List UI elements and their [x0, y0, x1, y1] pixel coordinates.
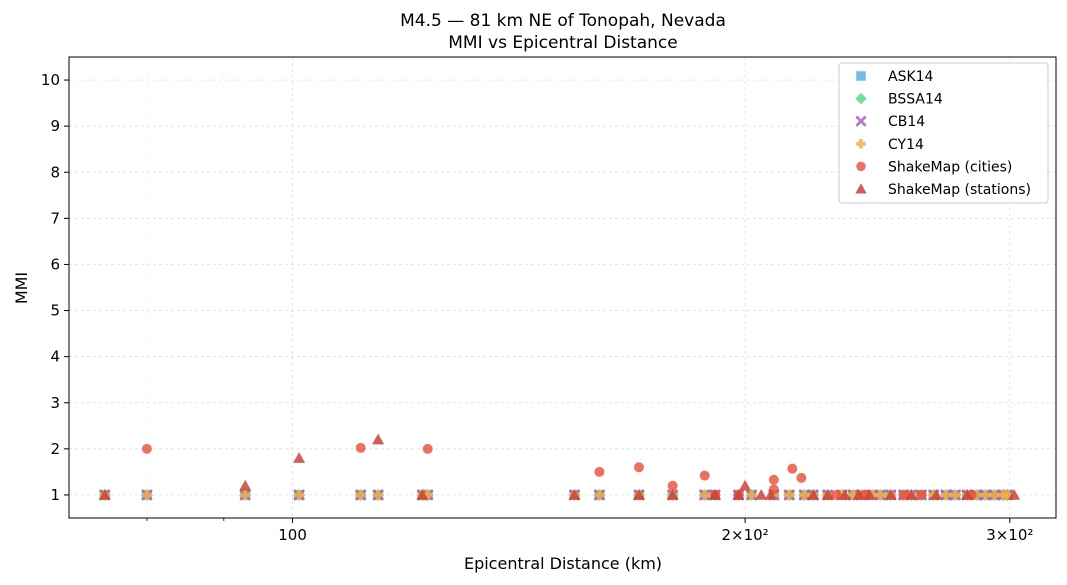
- data-point: [141, 443, 152, 454]
- legend-label: ShakeMap (cities): [888, 159, 1012, 175]
- legend-marker: [855, 183, 867, 194]
- data-point: [784, 489, 795, 500]
- data-point: [989, 489, 1000, 500]
- legend-marker: [856, 139, 866, 149]
- y-tick-label: 4: [50, 348, 60, 366]
- chart-title: M4.5 — 81 km NE of Tonopah, Nevada: [400, 11, 726, 31]
- data-point: [699, 470, 710, 481]
- data-point: [568, 488, 581, 500]
- data-point: [852, 488, 865, 500]
- data-point: [746, 489, 757, 500]
- y-tick-label: 1: [50, 486, 60, 504]
- y-axis-ticks: 1 2 3 4 5 6 7 8 9 10: [41, 71, 69, 504]
- data-point: [355, 489, 366, 500]
- x-tick-label: 2×10²: [721, 526, 768, 544]
- data-point: [422, 443, 433, 454]
- data-point: [796, 472, 807, 483]
- data-point: [667, 480, 678, 491]
- data-point: [863, 488, 876, 500]
- y-tick-label: 10: [41, 71, 60, 89]
- data-point: [373, 489, 384, 500]
- data-point: [732, 488, 745, 500]
- data-point: [898, 489, 909, 500]
- data-point: [884, 488, 897, 500]
- data-point: [239, 479, 252, 491]
- data-point: [293, 452, 306, 463]
- data-point: [240, 489, 251, 500]
- data-point: [831, 489, 842, 500]
- data-point: [294, 489, 305, 500]
- legend-label: CY14: [888, 137, 924, 153]
- y-axis-label: MMI: [12, 272, 31, 304]
- legend-box: [838, 62, 1049, 204]
- data-point: [416, 488, 429, 500]
- y-tick-label: 3: [50, 394, 60, 412]
- data-point: [355, 442, 366, 453]
- legend-label: ASK14: [888, 69, 934, 85]
- y-tick-label: 9: [50, 117, 60, 135]
- data-point: [950, 489, 961, 500]
- legend-label: CB14: [888, 114, 925, 130]
- legend-marker: [856, 161, 866, 172]
- data-point: [141, 489, 152, 500]
- data-point: [807, 488, 820, 500]
- data-point: [799, 489, 810, 500]
- legend-marker: [856, 71, 866, 81]
- x-tick-label: 3×10²: [986, 526, 1033, 544]
- data-point: [666, 488, 679, 500]
- y-tick-label: 2: [50, 440, 60, 458]
- data-point: [764, 488, 777, 500]
- data-point: [916, 489, 927, 500]
- legend-marker: [855, 115, 867, 127]
- legend: ASK14 BSSA14 CB14 CY14 ShakeMap (cities) Shak…: [838, 62, 1049, 204]
- x-tick-label: 100: [278, 526, 307, 544]
- y-tick-label: 8: [50, 163, 60, 181]
- x-axis-label: Epicentral Distance (km): [464, 554, 662, 573]
- data-point: [739, 479, 752, 491]
- series-shakemap-stations: [98, 433, 1021, 500]
- data-point: [940, 489, 951, 500]
- data-point: [1008, 488, 1021, 500]
- data-point: [634, 462, 645, 473]
- data-point: [633, 488, 646, 500]
- data-point: [905, 488, 918, 500]
- data-point: [821, 488, 834, 500]
- data-point: [768, 474, 779, 485]
- plot-frame: [68, 56, 1057, 519]
- data-point: [699, 489, 710, 500]
- y-tick-label: 7: [50, 209, 60, 227]
- data-point: [930, 488, 943, 500]
- data-points: [98, 433, 1021, 501]
- data-point: [875, 489, 886, 500]
- data-point: [838, 488, 851, 500]
- data-point: [594, 466, 605, 477]
- data-point: [980, 489, 991, 500]
- y-tick-label: 5: [50, 302, 60, 320]
- x-axis-ticks: 100 2×10² 3×10²: [146, 518, 1033, 544]
- legend-label: ShakeMap (stations): [888, 182, 1031, 198]
- data-point: [594, 489, 605, 500]
- data-point: [709, 488, 722, 500]
- y-tick-label: 6: [50, 255, 60, 273]
- data-point: [755, 488, 768, 500]
- legend-label: BSSA14: [888, 92, 943, 108]
- chart-subtitle: MMI vs Epicentral Distance: [448, 33, 677, 53]
- data-point: [787, 463, 798, 474]
- data-point: [961, 488, 974, 500]
- data-point: [372, 433, 385, 445]
- legend-marker: [855, 92, 867, 105]
- data-point: [98, 488, 111, 500]
